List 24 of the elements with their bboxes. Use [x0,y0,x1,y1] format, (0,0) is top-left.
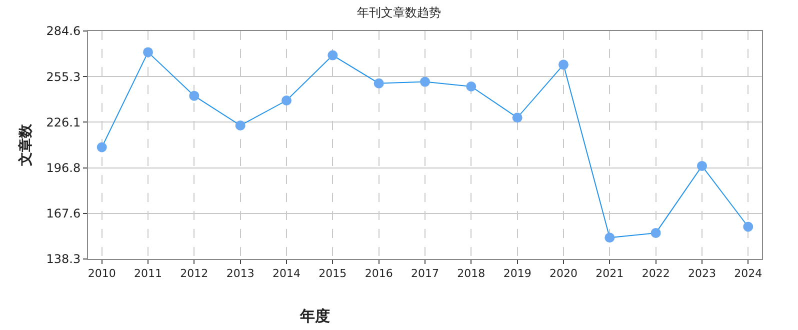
x-tick-label: 2023 [688,267,716,280]
x-tick-label: 2010 [88,267,116,280]
y-tick-label: 167.6 [46,206,81,221]
x-tick-label: 2012 [180,267,208,280]
chart-title: 年刊文章数趋势 [357,6,441,20]
x-tick-label: 2015 [318,267,347,280]
x-tick-label: 2020 [549,267,578,280]
y-tick-label: 196.8 [46,161,81,176]
y-tick-label: 226.1 [46,115,81,130]
x-tick-label: 2022 [642,267,670,280]
y-tick-label: 255.3 [46,70,81,84]
y-tick-label: 284.6 [46,24,81,38]
x-tick-label: 2018 [457,267,486,280]
x-tick-label: 2019 [503,267,532,280]
x-tick-label: 2017 [411,267,439,280]
x-axis-title: 年度 [299,307,330,325]
x-tick-label: 2014 [272,267,301,280]
x-tick-label: 2024 [734,267,762,280]
x-tick-label: 2011 [134,267,162,280]
x-tick-label: 2013 [226,267,254,280]
x-tick-label: 2016 [364,267,393,280]
y-tick-label: 138.3 [46,252,81,266]
y-axis-title: 文章数 [16,123,34,167]
x-tick-label: 2021 [596,267,624,280]
